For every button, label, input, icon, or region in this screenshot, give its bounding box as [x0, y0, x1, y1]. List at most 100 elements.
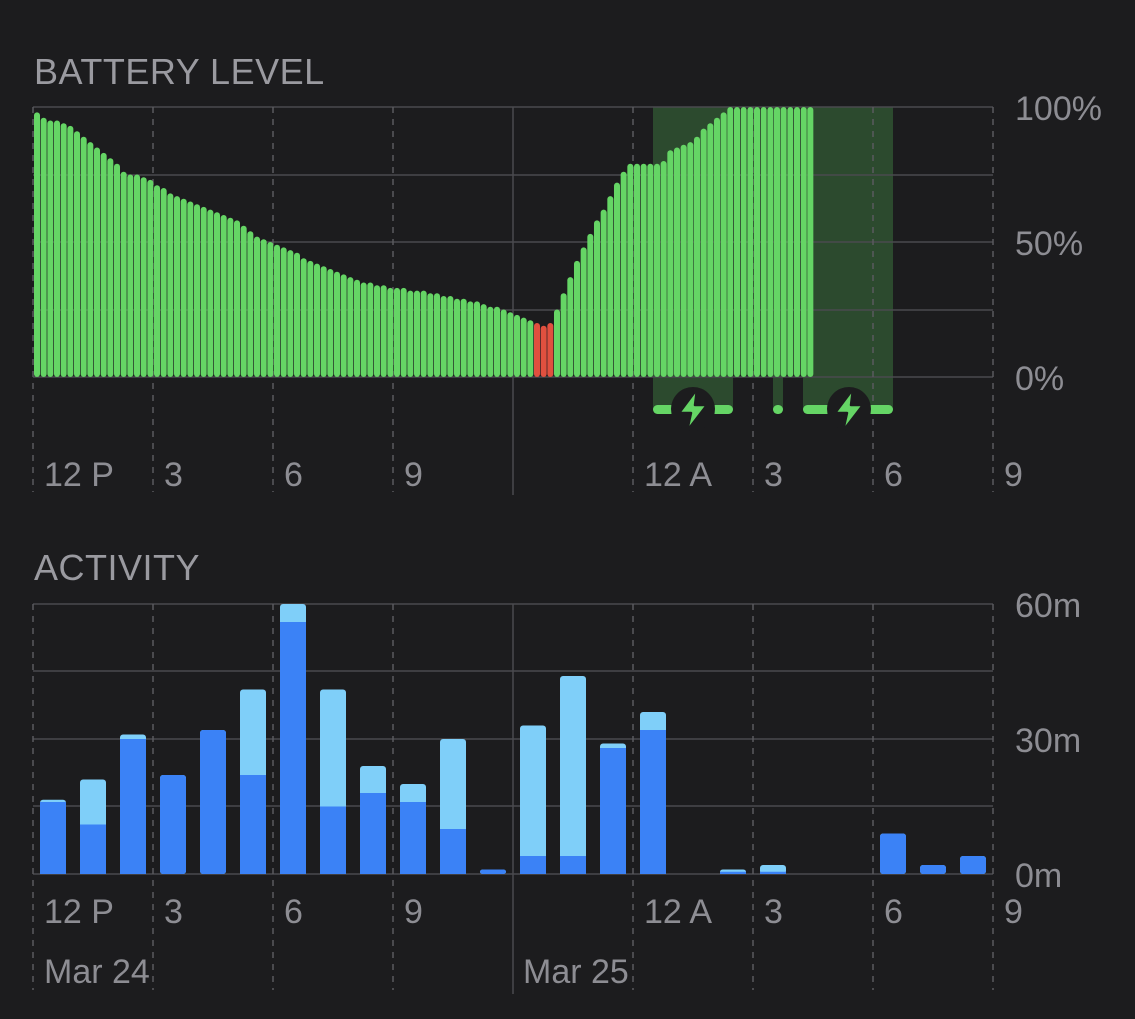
battery-bar [500, 309, 507, 377]
battery-bar [194, 204, 200, 377]
battery-bar [180, 198, 187, 377]
battery-bar [200, 206, 207, 377]
activity-bar-screen-off [560, 676, 586, 874]
activity-x-tick-label: 9 [1004, 893, 1023, 931]
battery-bar [354, 279, 360, 377]
battery-bar [374, 285, 380, 377]
battery-bar [760, 107, 767, 377]
battery-bar [807, 107, 814, 377]
battery-x-tick-label: 6 [284, 456, 303, 494]
activity-bar-screen-on [200, 730, 226, 874]
battery-bar [787, 107, 794, 377]
battery-bar [607, 196, 614, 377]
battery-bar [247, 231, 254, 377]
activity-x-tick-label: 3 [764, 893, 783, 931]
activity-y-label-0m: 0m [1015, 857, 1062, 895]
battery-bar [160, 188, 167, 377]
battery-bar [60, 123, 67, 377]
battery-bar [527, 320, 534, 377]
battery-bar [627, 163, 634, 377]
battery-bar [167, 193, 174, 377]
battery-bar [400, 287, 407, 377]
activity-x-tick-label: 6 [884, 893, 903, 931]
battery-bar [334, 271, 340, 377]
battery-x-tick-label: 3 [764, 456, 783, 494]
battery-bar [294, 252, 300, 377]
lightning-bolt-icon-path [677, 387, 709, 433]
battery-bar [534, 323, 540, 377]
battery-bar [714, 117, 720, 378]
battery-bar [440, 296, 447, 377]
battery-bar [740, 107, 747, 377]
charging-indicator-pill [773, 405, 783, 414]
battery-bar [327, 269, 334, 377]
activity-bar-screen-on [480, 869, 506, 874]
battery-bar [700, 128, 707, 377]
battery-bar [474, 301, 480, 377]
battery-bar [274, 244, 280, 377]
battery-bar [554, 309, 560, 377]
battery-bar [694, 136, 700, 377]
battery-bar [34, 112, 40, 378]
battery-bar [654, 163, 660, 377]
battery-bar [667, 150, 674, 377]
activity-bar-screen-on [120, 739, 146, 874]
battery-y-label-0: 0% [1015, 360, 1064, 398]
charging-band [803, 107, 893, 410]
battery-bar [547, 323, 554, 377]
battery-bar [567, 277, 574, 377]
activity-bar-screen-on [80, 824, 106, 874]
battery-bar [127, 174, 134, 377]
battery-bar [254, 236, 260, 377]
activity-grid [32, 603, 994, 994]
battery-bar [147, 179, 154, 377]
battery-bars [34, 107, 814, 378]
battery-bar [367, 282, 374, 377]
battery-bar [234, 220, 240, 377]
activity-bars [40, 604, 986, 874]
battery-bar [420, 290, 427, 377]
battery-bar [54, 120, 60, 377]
battery-bar [154, 185, 160, 377]
battery-x-tick-label: 12 P [44, 456, 114, 494]
activity-bar-screen-on [160, 775, 186, 874]
battery-bar [94, 147, 100, 377]
battery-bar [114, 163, 120, 377]
battery-bar [207, 209, 214, 377]
activity-bar-screen-on [320, 806, 346, 874]
battery-bar [794, 107, 800, 377]
battery-bar [80, 136, 87, 377]
activity-title: ACTIVITY [34, 547, 200, 588]
battery-bar [734, 107, 740, 377]
battery-bar [634, 163, 640, 377]
activity-bar-screen-on [960, 856, 986, 874]
activity-x-tick-label: 3 [164, 893, 183, 931]
activity-x-tick-label: 9 [404, 893, 423, 931]
battery-bar [280, 247, 287, 377]
battery-bar [287, 250, 294, 377]
battery-bar [107, 158, 114, 377]
battery-bar [574, 260, 580, 377]
battery-x-tick-label: 6 [884, 456, 903, 494]
battery-x-tick-label: 3 [164, 456, 183, 494]
battery-bar [220, 215, 227, 377]
battery-bar [394, 287, 400, 377]
activity-bar-screen-off [520, 725, 546, 874]
activity-x-tick-label: 6 [284, 893, 303, 931]
battery-bar [67, 125, 74, 378]
battery-bar [447, 296, 454, 377]
activity-bar-screen-on [520, 856, 546, 874]
battery-bar [260, 239, 267, 377]
battery-bar [720, 112, 727, 378]
battery-bar [347, 277, 354, 377]
battery-bar [380, 285, 387, 377]
battery-bar [427, 293, 434, 377]
lightning-bolt-icon [671, 387, 715, 433]
battery-bar [267, 242, 274, 377]
battery-bar [774, 107, 780, 377]
battery-bar [227, 217, 234, 377]
battery-bar [800, 107, 807, 377]
battery-bar [307, 260, 314, 377]
battery-bar [727, 107, 734, 377]
